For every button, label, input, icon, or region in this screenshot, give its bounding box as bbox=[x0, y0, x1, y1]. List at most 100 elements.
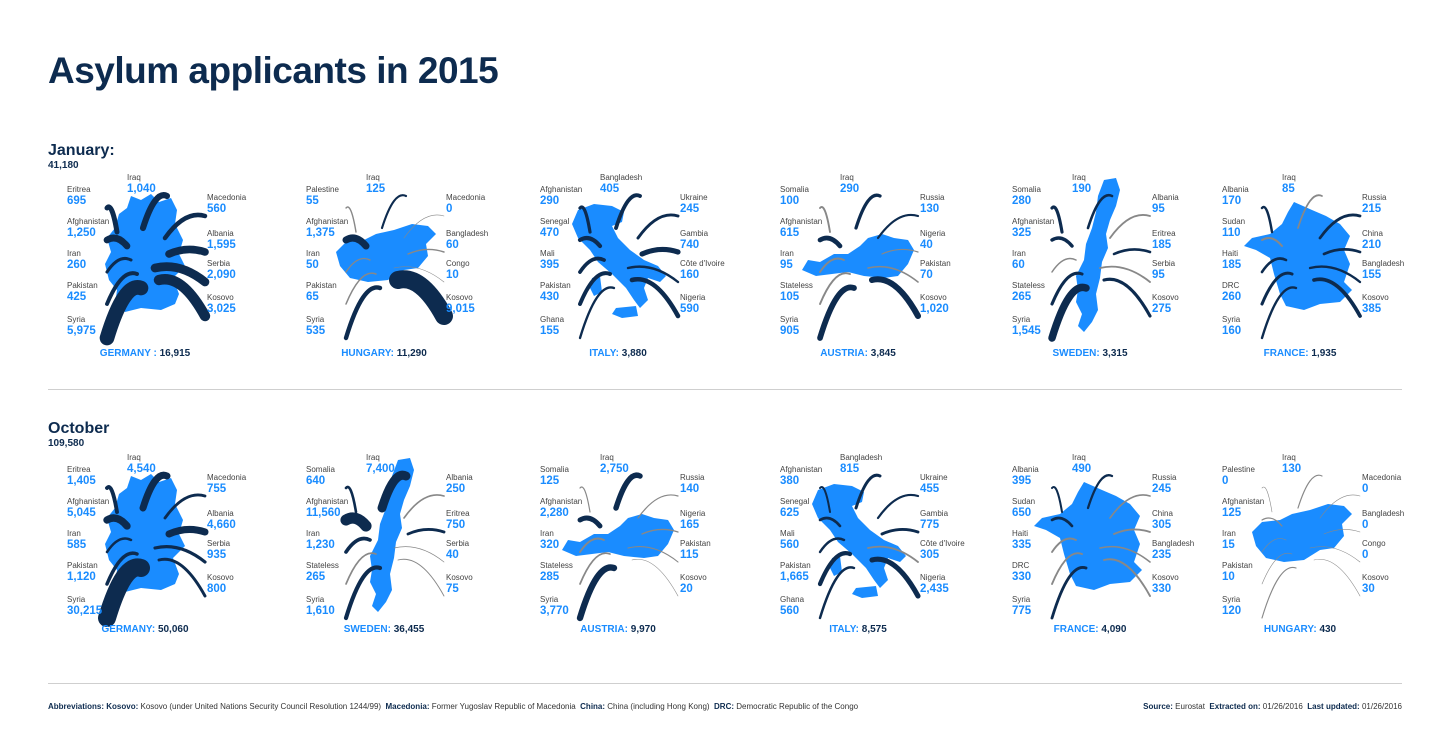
flow-syria bbox=[99, 280, 149, 346]
page-title: Asylum applicants in 2015 bbox=[48, 50, 499, 91]
origin-value: 560 bbox=[780, 605, 799, 617]
origin-value: 160 bbox=[1222, 325, 1241, 337]
flow-syria bbox=[1260, 286, 1298, 340]
origin-label: Iraq bbox=[127, 173, 141, 182]
origin-label: Iraq bbox=[127, 453, 141, 462]
country-caption: ITALY: 3,880 bbox=[589, 348, 647, 359]
origin-label: Serbia bbox=[1152, 259, 1176, 268]
flow-russia bbox=[876, 213, 920, 240]
origin-label: Somalia bbox=[540, 465, 569, 474]
flow-syria bbox=[1050, 566, 1088, 620]
flow-nigeria bbox=[629, 276, 681, 319]
origin-label: Somalia bbox=[780, 185, 809, 194]
origin-value: 55 bbox=[306, 195, 319, 207]
origin-label: Russia bbox=[680, 473, 705, 482]
origin-label: Afghanistan bbox=[306, 217, 348, 226]
origin-label: Mali bbox=[540, 249, 555, 258]
flow-afghanistan bbox=[817, 235, 843, 249]
origin-label: Kosovo bbox=[446, 293, 473, 302]
origin-value: 9,015 bbox=[446, 303, 475, 315]
flow-pakistan bbox=[105, 551, 139, 586]
flow-albania bbox=[1109, 214, 1151, 239]
sweden-shape bbox=[1076, 178, 1120, 332]
flow-iran bbox=[344, 536, 372, 554]
country-caption: FRANCE: 4,090 bbox=[1054, 624, 1127, 635]
origin-label: Syria bbox=[1222, 595, 1241, 604]
origin-label: Iran bbox=[540, 529, 554, 538]
origin-value: 430 bbox=[540, 291, 559, 303]
flow-russia bbox=[1318, 213, 1362, 240]
origin-value: 650 bbox=[1012, 507, 1031, 519]
flow-syria bbox=[98, 558, 150, 627]
origin-value: 320 bbox=[540, 539, 559, 551]
origin-label: Afghanistan bbox=[540, 185, 582, 194]
origin-value: 190 bbox=[1072, 183, 1091, 195]
origin-value: 775 bbox=[1012, 605, 1032, 617]
origin-label: Palestine bbox=[1222, 465, 1255, 474]
flow-somalia bbox=[344, 485, 358, 514]
origin-label: Iran bbox=[1222, 529, 1236, 538]
abbreviations-note: Abbreviations: Kosovo: Kosovo (under Uni… bbox=[48, 702, 859, 711]
origin-value: 640 bbox=[306, 475, 325, 487]
origin-label: Stateless bbox=[306, 561, 339, 570]
origin-value: 1,230 bbox=[306, 539, 335, 551]
origin-value: 1,595 bbox=[207, 239, 236, 251]
origin-label: Iran bbox=[67, 249, 81, 258]
origin-value: 385 bbox=[1362, 303, 1382, 315]
origin-value: 590 bbox=[680, 303, 699, 315]
flow-sudan bbox=[1261, 237, 1283, 247]
flow-kosovo bbox=[1313, 558, 1361, 597]
origin-value: 105 bbox=[780, 291, 800, 303]
flow-pakistan bbox=[627, 546, 679, 563]
flow-iran bbox=[1261, 538, 1287, 553]
origin-value: 130 bbox=[920, 203, 939, 215]
flow-iraq bbox=[613, 472, 643, 511]
origin-label: Iran bbox=[67, 529, 81, 538]
origin-label: Macedonia bbox=[1362, 473, 1402, 482]
origin-label: Eritrea bbox=[67, 465, 91, 474]
origin-label: Iran bbox=[306, 529, 320, 538]
hungary-shape bbox=[336, 224, 436, 282]
flow-macedonia bbox=[163, 493, 207, 520]
flow-afghanistan bbox=[577, 515, 603, 529]
origin-value: 455 bbox=[920, 483, 940, 495]
origin-label: Afghanistan bbox=[780, 217, 822, 226]
origin-label: Macedonia bbox=[207, 193, 247, 202]
flow-iran bbox=[105, 537, 133, 554]
flow-ukraine bbox=[636, 213, 680, 240]
origin-label: Kosovo bbox=[207, 293, 234, 302]
origin-label: Afghanistan bbox=[540, 497, 582, 506]
origin-label: Afghanistan bbox=[67, 497, 109, 506]
origin-label: Afghanistan bbox=[67, 217, 109, 226]
origin-value: 2,280 bbox=[540, 507, 569, 519]
origin-value: 615 bbox=[780, 227, 800, 239]
origin-value: 125 bbox=[540, 475, 560, 487]
origin-label: Albania bbox=[207, 229, 234, 238]
flow-serbia bbox=[393, 546, 445, 563]
origin-value: 1,545 bbox=[1012, 325, 1041, 337]
origin-label: Russia bbox=[1152, 473, 1177, 482]
origin-label: Gambia bbox=[680, 229, 709, 238]
country-caption: FRANCE: 1,935 bbox=[1264, 348, 1337, 359]
origin-value: 140 bbox=[680, 483, 699, 495]
origin-value: 215 bbox=[1362, 203, 1382, 215]
flow-afghanistan bbox=[1050, 236, 1074, 248]
origin-label: Iran bbox=[1012, 249, 1026, 258]
origin-label: Nigeria bbox=[920, 229, 946, 238]
flow-kosovo bbox=[868, 276, 922, 320]
section-title-october: October bbox=[48, 420, 110, 437]
flow-iran bbox=[105, 256, 133, 274]
origin-value: 305 bbox=[1152, 519, 1172, 531]
origin-label: Ghana bbox=[540, 315, 565, 324]
flow-pakistan bbox=[578, 271, 612, 306]
origin-value: 155 bbox=[540, 325, 560, 337]
origin-label: Syria bbox=[1012, 595, 1031, 604]
origin-label: Côte d'Ivoire bbox=[680, 259, 725, 268]
flow-iraq bbox=[1297, 474, 1323, 509]
origin-label: Pakistan bbox=[1222, 561, 1253, 570]
origin-value: 755 bbox=[207, 483, 227, 495]
country-map-austria: Iraq2,750Somalia125Afghanistan2,280Iran3… bbox=[540, 453, 711, 635]
origin-value: 95 bbox=[1152, 203, 1165, 215]
